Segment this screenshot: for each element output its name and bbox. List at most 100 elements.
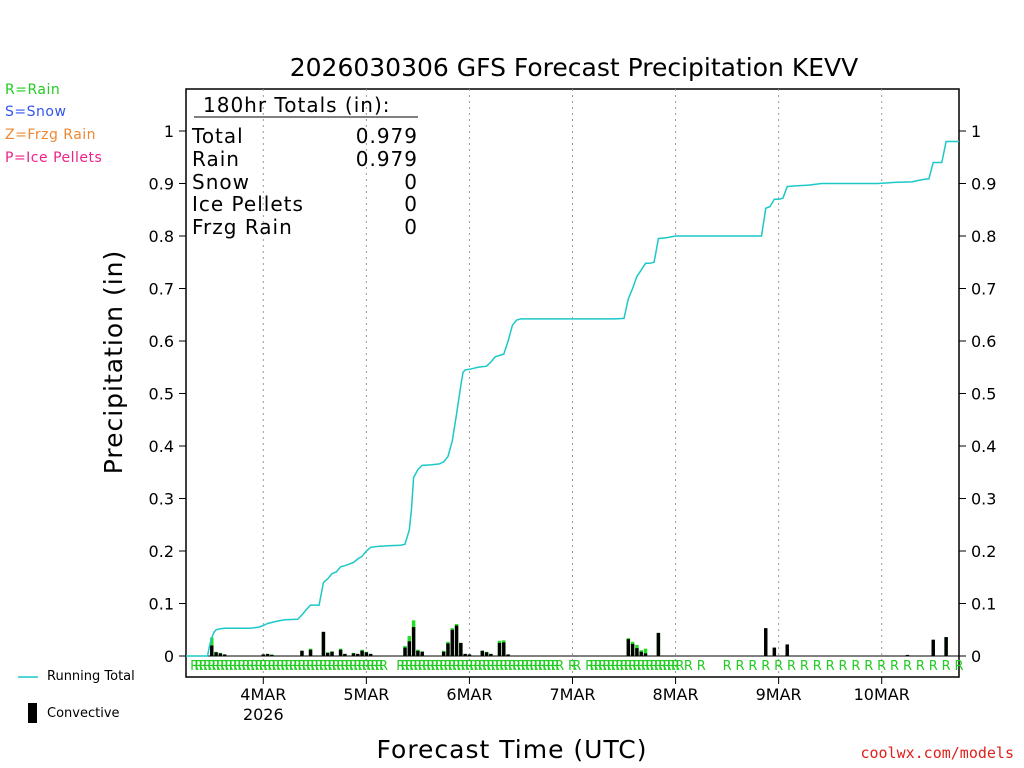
rain-marker: R xyxy=(508,659,517,674)
y-tick-label: 0.3 xyxy=(149,490,174,509)
convective-bar xyxy=(450,629,454,656)
x-tick-label: 10MAR xyxy=(854,685,910,704)
y-tick-label-right: 0.9 xyxy=(971,175,996,194)
y-tick-label-right: 0.1 xyxy=(971,595,996,614)
rain-marker: R xyxy=(478,659,487,674)
convective-bar xyxy=(330,651,334,656)
y-tick-label: 0 xyxy=(164,647,174,666)
totals-label: Total xyxy=(191,124,244,148)
rain-marker: R xyxy=(512,659,521,674)
rain-marker: R xyxy=(658,659,667,674)
rain-marker: R xyxy=(628,659,637,674)
rain-marker: R xyxy=(954,659,963,674)
convective-bar xyxy=(261,654,266,656)
rain-marker: R xyxy=(650,659,659,674)
rain-marker: R xyxy=(353,659,362,674)
precip-bars xyxy=(210,620,948,656)
rain-marker: R xyxy=(246,659,255,674)
convective-legend-swatch xyxy=(28,703,37,723)
y-tick-label-right: 1 xyxy=(971,122,981,141)
convective-bar xyxy=(325,652,330,656)
totals-value: 0 xyxy=(404,215,418,239)
convective-bar xyxy=(411,627,416,656)
rain-marker: R xyxy=(761,659,770,674)
rain-marker: R xyxy=(499,659,508,674)
convective-bar xyxy=(360,650,364,656)
rain-marker: R xyxy=(585,659,594,674)
rain-marker: R xyxy=(641,659,650,674)
y-tick-label: 0.2 xyxy=(149,542,174,561)
x-tick-label: 8MAR xyxy=(653,685,699,704)
y-tick-label: 0.5 xyxy=(149,385,174,404)
rain-marker: R xyxy=(534,659,543,674)
rain-marker: R xyxy=(199,659,208,674)
rain-marker: R xyxy=(375,659,384,674)
totals-value: 0 xyxy=(404,170,418,194)
rain-marker: R xyxy=(358,659,367,674)
precip-bar xyxy=(643,648,648,656)
y-tick-label-right: 0.4 xyxy=(971,437,996,456)
y-tick-label: 1 xyxy=(164,122,174,141)
rain-marker: R xyxy=(645,659,654,674)
convective-bar xyxy=(407,641,412,656)
rain-marker: R xyxy=(903,659,912,674)
rain-marker: R xyxy=(349,659,358,674)
rain-marker: R xyxy=(516,659,525,674)
rain-marker: R xyxy=(864,659,873,674)
rain-marker: R xyxy=(469,659,478,674)
rain-marker: R xyxy=(263,659,272,674)
rain-marker: R xyxy=(589,659,598,674)
x-tick-label: 6MAR xyxy=(446,685,492,704)
rain-marker: R xyxy=(525,659,534,674)
rain-marker: R xyxy=(280,659,289,674)
rain-marker: R xyxy=(194,659,203,674)
rain-marker: R xyxy=(289,659,298,674)
rain-marker: R xyxy=(547,659,556,674)
rain-marker: R xyxy=(684,659,693,674)
convective-bar xyxy=(785,644,789,656)
rain-marker: R xyxy=(529,659,538,674)
convective-bar xyxy=(321,631,326,656)
rain-marker: R xyxy=(443,659,452,674)
rain-marker: R xyxy=(272,659,281,674)
y-tick-label: 0.8 xyxy=(149,227,174,246)
y-tick-label: 0.1 xyxy=(149,595,174,614)
rain-marker: R xyxy=(602,659,611,674)
rain-marker: R xyxy=(877,659,886,674)
rain-marker: R xyxy=(491,659,500,674)
rain-marker: R xyxy=(482,659,491,674)
totals-label: Ice Pellets xyxy=(192,192,304,216)
rain-marker: R xyxy=(431,659,440,674)
rain-marker: R xyxy=(615,659,624,674)
legend-ice-pellets: P=Ice Pellets xyxy=(5,150,103,166)
convective-bar xyxy=(270,654,274,656)
running-total-line xyxy=(186,140,959,657)
rain-marker: R xyxy=(405,659,414,674)
convective-bar xyxy=(368,653,373,656)
rain-marker: R xyxy=(495,659,504,674)
rain-marker: R xyxy=(890,659,899,674)
x-tick-label: 4MAR xyxy=(240,685,286,704)
convective-bar xyxy=(626,639,631,656)
convective-bar xyxy=(639,651,643,656)
rain-marker: R xyxy=(572,659,581,674)
rain-marker: R xyxy=(379,659,388,674)
rain-marker: R xyxy=(826,659,835,674)
precip-type-markers: RRRRRRRRRRRRRRRRRRRRRRRRRRRRRRRRRRRRRRRR… xyxy=(190,659,963,674)
rain-marker: R xyxy=(697,659,706,674)
convective-bar xyxy=(265,653,270,656)
rain-marker: R xyxy=(839,659,848,674)
convective-bar xyxy=(643,653,648,656)
rain-marker: R xyxy=(504,659,513,674)
rain-marker: R xyxy=(675,659,684,674)
credit-link[interactable]: coolwx.com/models xyxy=(860,744,1014,762)
convective-bar xyxy=(420,651,424,656)
gridlines xyxy=(186,89,959,677)
x-axis-label: Forecast Time (UTC) xyxy=(377,735,648,764)
rain-marker: R xyxy=(362,659,371,674)
rain-marker: R xyxy=(800,659,809,674)
rain-marker: R xyxy=(259,659,268,674)
rain-marker: R xyxy=(654,659,663,674)
